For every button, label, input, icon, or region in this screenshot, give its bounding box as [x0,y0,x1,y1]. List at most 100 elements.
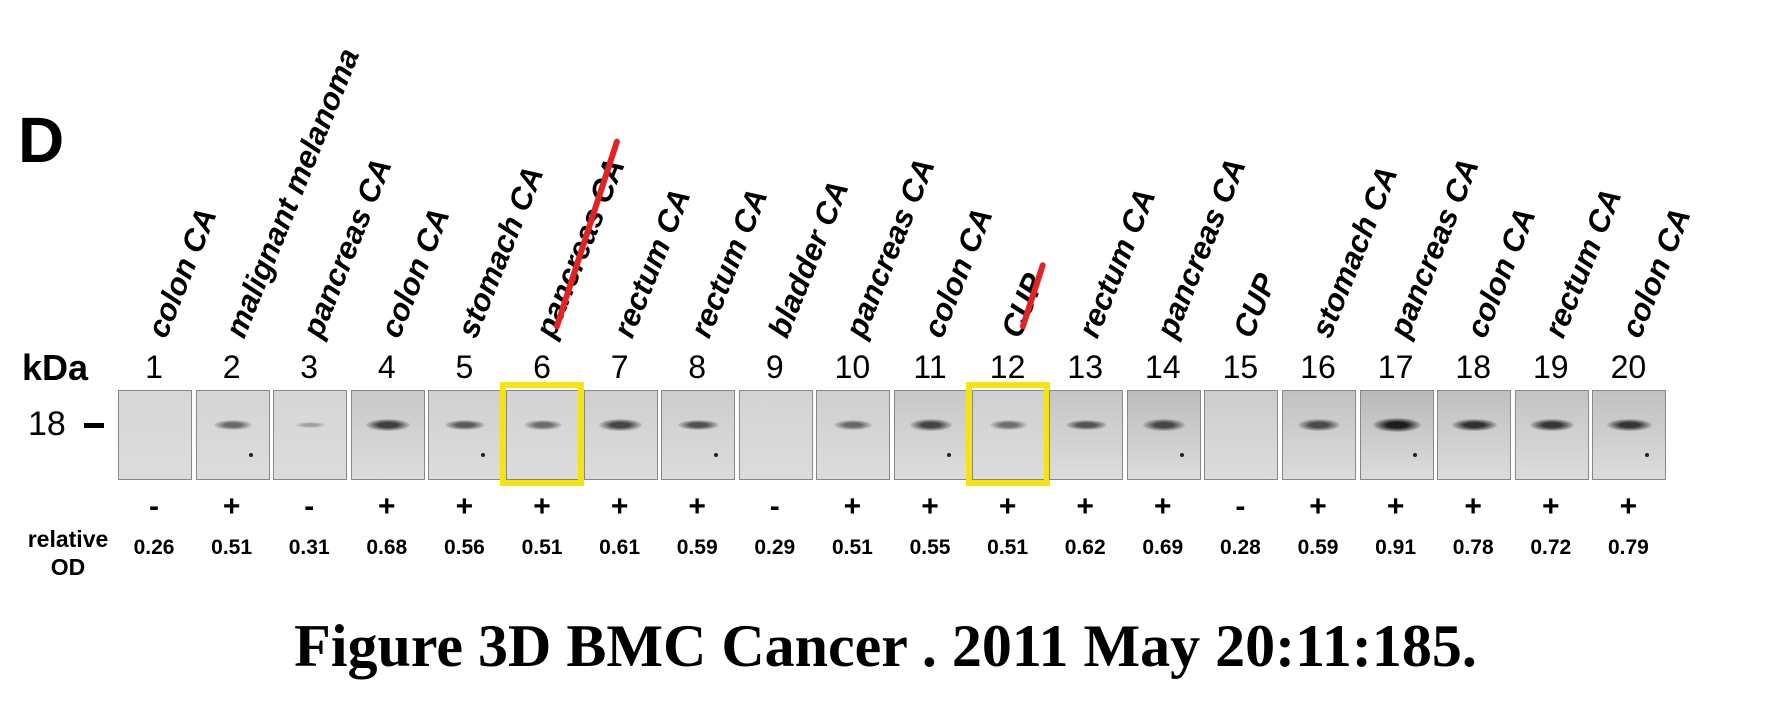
expression-sign: + [1386,490,1405,523]
blot-speck [248,453,253,457]
expression-sign: + [1619,490,1638,523]
expression-sign: + [1464,490,1482,523]
expression-sign: - [769,490,780,523]
lane-number: 16 [1300,349,1336,385]
lane-number: 7 [610,349,629,385]
lane-number: 4 [377,349,396,385]
blot-lane [894,390,968,480]
relative-od-value: 0.61 [599,536,641,559]
blot-lane [1049,390,1124,480]
protein-band [677,419,719,431]
lane-number: 17 [1377,349,1414,385]
protein-band [294,421,326,429]
lane-number: 13 [1067,349,1103,385]
blot-lane [738,390,813,480]
lane-number: 5 [455,349,474,385]
blot-lane [1282,390,1356,480]
relative-od-value: 0.68 [366,536,408,559]
blot-speck [481,453,486,457]
blot-lane [506,390,580,480]
relative-od-value: 0.26 [133,536,175,559]
lane-number: 15 [1222,349,1259,385]
relative-od-value: 0.62 [1064,536,1106,559]
lane-number: 6 [533,349,551,385]
blot-lane [273,390,348,480]
relative-od-value: 0.28 [1219,536,1261,559]
blot-lane [118,390,192,480]
protein-band [1065,419,1107,431]
protein-band [1607,418,1652,432]
expression-sign: + [533,490,551,523]
relative-od-value: 0.59 [1297,536,1339,559]
relative-od-value: 0.69 [1142,536,1184,559]
expression-sign: - [1235,490,1246,523]
marker-18-label: 18 [28,405,66,443]
expression-sign: + [1076,490,1094,523]
lane-number: 2 [222,349,241,385]
blot-lane [583,390,658,480]
relative-od-value: 0.56 [443,536,485,559]
blot-lane [1204,390,1279,480]
expression-sign: + [688,490,706,523]
blot-lane [971,390,1046,480]
relative-od-value: 0.59 [676,536,718,559]
lane-number: 10 [834,349,871,385]
blot-lane [350,390,425,480]
expression-sign: + [378,490,396,523]
lane-number: 12 [989,349,1026,385]
relative-od-value: 0.29 [754,536,796,559]
protein-band [1529,418,1574,432]
protein-band [213,420,252,430]
blot-lane [1359,390,1434,480]
relative-od-label-line2: OD [50,553,86,580]
kda-label: kDa [22,347,89,388]
blot-speck [1179,453,1184,457]
blot-lane [661,390,736,480]
protein-band [834,420,873,430]
blot-speck [1412,453,1417,457]
relative-od-value: 0.72 [1530,536,1572,559]
blot-lane [1437,390,1512,480]
protein-band [445,419,486,431]
blot-lane [195,390,270,480]
protein-band [1298,419,1340,431]
lane-number: 11 [913,349,947,385]
relative-od-label-line1: relative [27,526,109,552]
relative-od-value: 0.78 [1452,536,1494,559]
relative-od-label: relative OD [18,526,118,581]
marker-dash [84,423,104,428]
lane-number: 14 [1145,349,1181,385]
lane-number: 9 [765,349,784,385]
blot-lane [1126,390,1201,480]
expression-sign: + [222,490,241,523]
expression-sign: + [1542,490,1560,523]
relative-od-value: 0.91 [1375,536,1417,559]
protein-band [599,419,642,431]
panel-letter: D [18,104,65,176]
expression-sign: + [998,490,1017,523]
blot-speck [1645,453,1650,457]
protein-band [1451,418,1497,432]
figure-panel [0,0,1771,600]
blot-lane [428,390,503,480]
relative-od-value: 0.55 [909,536,951,559]
expression-sign: + [610,490,629,523]
highlight-box [500,382,584,486]
blot-lane [1592,390,1667,480]
protein-band [1142,419,1185,431]
blot-speck [714,453,719,457]
relative-od-value: 0.31 [288,536,330,559]
expression-sign: + [843,490,862,523]
protein-band [989,420,1028,430]
lane-number: 3 [300,349,319,385]
blot-lane [1514,390,1589,480]
expression-sign: + [921,490,939,523]
expression-sign: + [455,490,474,523]
blot-lane [816,390,891,480]
figure-caption: Figure 3D BMC Cancer . 2011 May 20:11:18… [294,613,1477,679]
relative-od-value: 0.51 [521,536,563,559]
expression-sign: - [304,490,315,523]
lane-number: 19 [1533,349,1569,385]
highlight-box [965,382,1050,486]
relative-od-value: 0.51 [987,536,1029,559]
